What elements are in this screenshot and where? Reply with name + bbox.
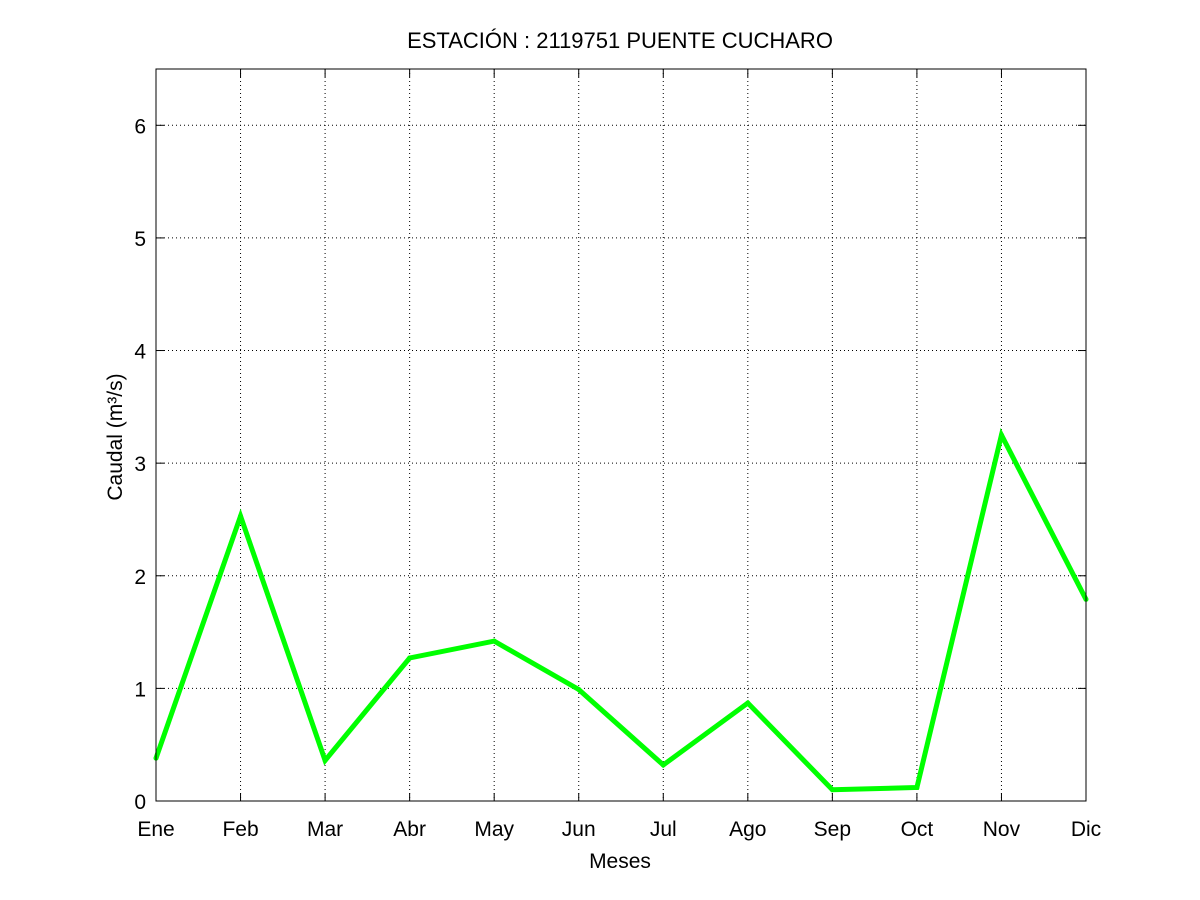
data-point [491, 638, 497, 644]
tick-marks [155, 69, 1087, 802]
y-tick-label: 4 [134, 341, 146, 364]
x-tick-label: Nov [983, 818, 1021, 841]
chart-title: ESTACIÓN : 2119751 PUENTE CUCHARO [407, 28, 833, 53]
data-point [238, 513, 244, 519]
x-tick-label: Ago [729, 818, 766, 841]
x-tick-label: Jul [650, 818, 677, 841]
x-tick-label: May [474, 818, 514, 841]
x-tick-label: Oct [901, 818, 934, 841]
data-point [576, 687, 582, 693]
data-point [829, 787, 835, 793]
data-point [914, 784, 920, 790]
x-tick-label: Feb [222, 818, 258, 841]
series-layer [153, 427, 1089, 793]
grid [156, 69, 1086, 801]
data-point [322, 757, 328, 763]
plot-area-frame [155, 68, 1087, 802]
y-tick-label: 1 [134, 678, 146, 701]
x-tick-label: Abr [393, 818, 426, 841]
x-tick-labels: Ene Feb Mar Abr May Jun Jul Ago Sep Oct Nov Dic [137, 818, 1101, 841]
y-tick-label: 5 [134, 228, 146, 251]
y-tick-label: 3 [134, 453, 146, 476]
series-line [153, 427, 1089, 793]
x-tick-label: Jun [562, 818, 596, 841]
y-axis-label: Caudal (m³/s) [104, 373, 127, 500]
y-tick-label: 2 [134, 566, 146, 589]
data-point [407, 655, 413, 661]
y-tick-labels: 0 1 2 3 4 5 6 [134, 115, 146, 814]
data-point [745, 700, 751, 706]
data-point [660, 762, 666, 768]
y-tick-label: 0 [134, 791, 146, 814]
x-tick-label: Dic [1071, 818, 1101, 841]
x-tick-label: Ene [137, 818, 174, 841]
y-tick-label: 6 [134, 115, 146, 138]
x-tick-label: Mar [307, 818, 343, 841]
x-tick-label: Sep [814, 818, 851, 841]
data-point [998, 432, 1004, 438]
x-axis-label: Meses [589, 850, 651, 873]
